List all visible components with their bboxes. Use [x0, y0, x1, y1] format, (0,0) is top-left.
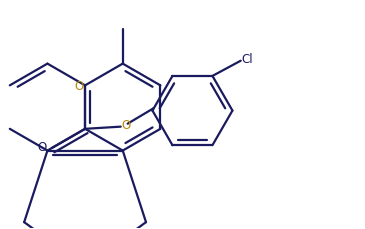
Text: O: O: [121, 119, 130, 132]
Text: Cl: Cl: [242, 53, 253, 66]
Text: O: O: [74, 79, 84, 93]
Text: O: O: [38, 141, 47, 154]
